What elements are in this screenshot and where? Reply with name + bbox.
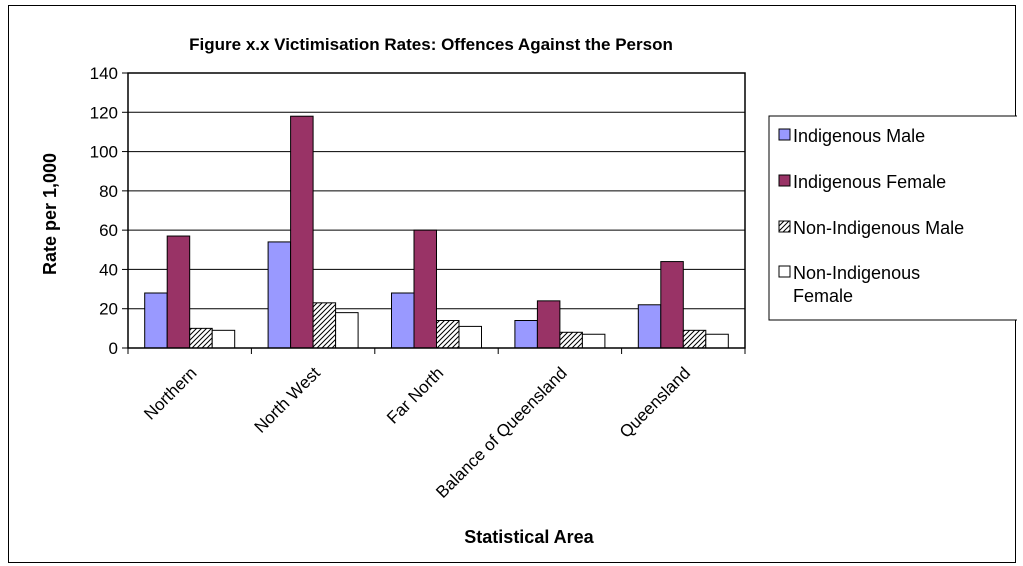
plot-border <box>127 72 746 349</box>
y-axis-title: Rate per 1,000 <box>40 153 60 275</box>
bar <box>581 333 606 349</box>
chart-area: Figure x.x Victimisation Rates: Offences… <box>8 5 1017 563</box>
legend-label: Indigenous Male <box>793 126 925 146</box>
y-tick-label: 120 <box>90 103 118 122</box>
x-tick-label: Far North <box>383 363 447 427</box>
bar <box>660 261 684 349</box>
x-axis-title: Statistical Area <box>464 527 594 547</box>
bar <box>536 300 561 349</box>
plot-area: 0 20 40 60 80 100 120 140 Northern North West Far … <box>90 64 746 502</box>
x-tick-label: Queensland <box>616 363 694 441</box>
y-tick-label: 60 <box>99 221 118 240</box>
legend-swatch <box>778 174 791 187</box>
legend-label: Non-Indigenous Female <box>793 263 920 306</box>
x-tick-label: Balance of Queensland <box>432 363 570 501</box>
y-tick-label: 40 <box>99 260 118 279</box>
y-tick-label: 20 <box>99 300 118 319</box>
y-tick-label: 140 <box>90 64 118 83</box>
y-tick-label: 0 <box>109 339 118 358</box>
bar <box>436 320 460 349</box>
bar <box>705 333 729 349</box>
bar <box>189 327 213 349</box>
legend-box <box>768 115 1017 321</box>
bar <box>514 320 538 349</box>
legend-label: Indigenous Female <box>793 172 946 192</box>
bar <box>144 292 168 349</box>
bar <box>166 235 191 349</box>
y-tick-label: 100 <box>90 143 118 162</box>
chart-title: Figure x.x Victimisation Rates: Offences… <box>189 35 673 54</box>
legend-swatch <box>778 220 791 233</box>
bar <box>312 302 337 349</box>
bar <box>682 329 707 349</box>
bar-chart: Figure x.x Victimisation Rates: Offences… <box>40 35 1017 547</box>
legend-label: Non-Indigenous Male <box>793 218 964 238</box>
bar <box>637 304 662 349</box>
bar <box>458 325 482 349</box>
x-tick-label: Northern <box>140 363 200 423</box>
legend-swatch <box>778 128 791 141</box>
legend: Indigenous Male Indigenous Female Non-Indi… <box>768 115 1017 321</box>
bar <box>391 292 415 349</box>
bar <box>413 229 437 349</box>
bar <box>290 115 314 349</box>
bar <box>267 241 292 349</box>
bar <box>211 329 236 349</box>
bar <box>335 312 359 349</box>
bar <box>559 331 583 349</box>
legend-swatch <box>778 265 791 278</box>
y-tick-label: 80 <box>99 182 118 201</box>
x-tick-label: North West <box>251 363 325 437</box>
